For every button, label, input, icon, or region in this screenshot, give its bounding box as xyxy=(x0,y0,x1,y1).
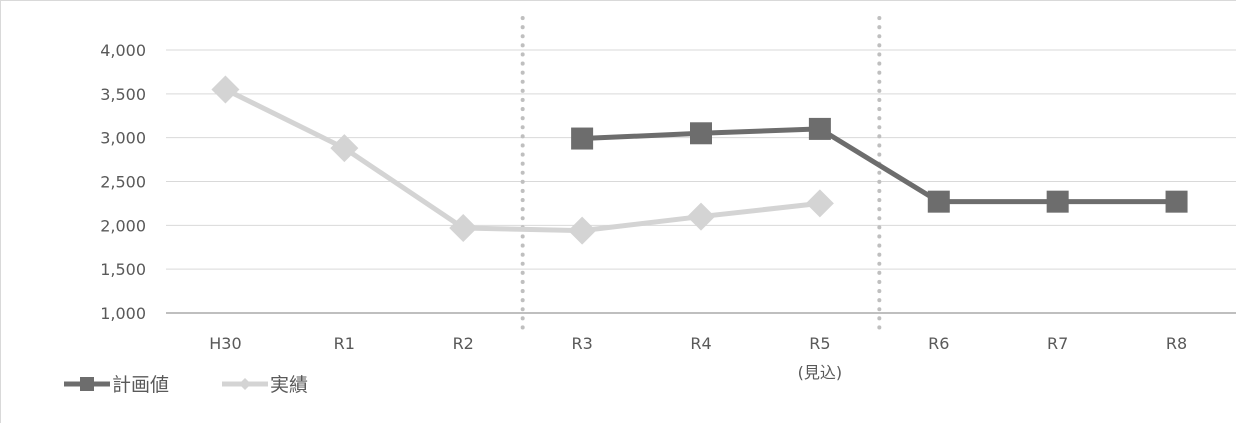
series-line xyxy=(582,126,1177,205)
y-tick-label: 4,000 xyxy=(100,41,146,60)
x-tick-label: H30 xyxy=(209,334,241,353)
data-point-square xyxy=(927,190,950,213)
legend-item-actual: 実績 xyxy=(222,374,308,396)
data-point-diamond xyxy=(568,216,597,245)
x-tick-label: R1 xyxy=(334,334,355,353)
data-point-diamond xyxy=(330,134,359,163)
grid-lines xyxy=(166,49,1236,314)
data-point-diamond xyxy=(687,202,715,231)
series-plan xyxy=(571,117,1188,213)
y-tick-label: 2,500 xyxy=(100,173,146,192)
data-point-square xyxy=(1046,190,1069,213)
y-axis-ticks: 1,000 1,500 2,000 2,500 3,000 3,500 4,000 xyxy=(100,41,146,323)
legend-plan-marker xyxy=(80,377,94,391)
data-point-diamond xyxy=(449,213,478,242)
period-dividers xyxy=(520,16,882,330)
x-tick-label: R3 xyxy=(571,334,592,353)
x-tick-label: R6 xyxy=(928,334,949,353)
x-tick-sublabel: (見込) xyxy=(798,363,843,382)
y-tick-label: 1,000 xyxy=(100,304,146,323)
legend-item-plan: 計画値 xyxy=(64,374,169,396)
data-point-square xyxy=(1165,190,1188,213)
legend-actual-marker xyxy=(239,378,251,390)
data-point-square xyxy=(571,127,594,150)
x-tick-label: R4 xyxy=(690,334,711,353)
data-point-diamond xyxy=(805,189,834,218)
series-line xyxy=(224,87,821,234)
x-tick-label: R2 xyxy=(453,334,474,353)
x-axis-ticks: H30 R1 R2 R3 R4 R5 (見込) R6 R7 R8 xyxy=(209,334,1187,382)
y-tick-label: 3,500 xyxy=(100,85,146,104)
legend-actual-label: 実績 xyxy=(270,374,308,396)
x-tick-label: R5 xyxy=(809,334,830,353)
series-group xyxy=(211,75,1188,245)
data-point-diamond xyxy=(211,75,240,104)
x-tick-label: R8 xyxy=(1166,334,1187,353)
legend: 計画値 実績 xyxy=(64,374,308,396)
series-actual xyxy=(211,75,834,245)
y-tick-label: 3,000 xyxy=(100,129,146,148)
legend-plan-label: 計画値 xyxy=(112,374,169,396)
data-point-square xyxy=(690,122,712,145)
y-tick-label: 2,000 xyxy=(100,216,146,235)
y-tick-label: 1,500 xyxy=(100,260,146,279)
data-point-square xyxy=(808,117,831,140)
x-tick-label: R7 xyxy=(1047,334,1068,353)
